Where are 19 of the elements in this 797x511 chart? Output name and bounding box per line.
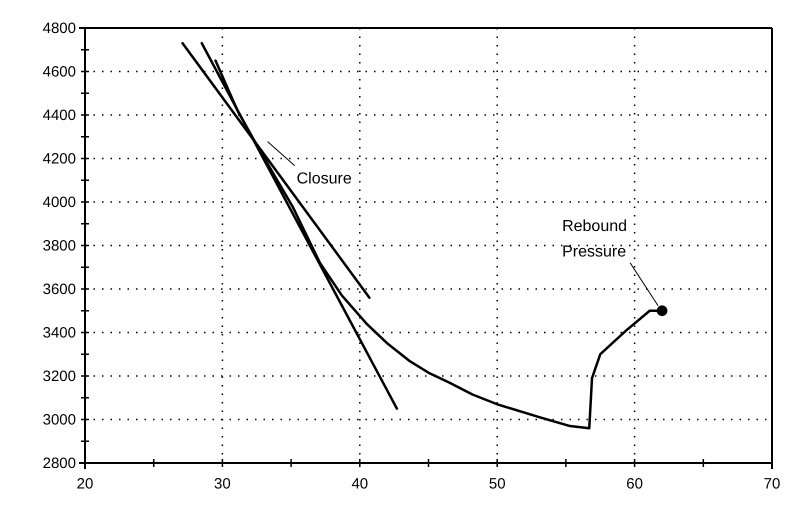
x-tick-label: 40 (351, 476, 368, 492)
y-tick-label: 2800 (42, 454, 76, 472)
y-tick-label: 4800 (42, 20, 76, 37)
y-tick-label: 3400 (42, 324, 76, 342)
y-tick-label: 4200 (42, 150, 76, 168)
y-tick-label: 3000 (42, 411, 76, 428)
y-tick-label: 4400 (42, 106, 76, 124)
y-tick-label: 3600 (42, 280, 76, 298)
y-tick-label: 3200 (42, 368, 76, 385)
y-tick-label: 4600 (42, 63, 76, 80)
annotation: Rebound Pressure (562, 218, 628, 260)
x-tick-label: 50 (488, 476, 506, 492)
y-tick-label: 3800 (42, 237, 76, 254)
x-tick-label: 60 (626, 476, 643, 492)
x-tick-label: 20 (76, 476, 94, 492)
x-tick-label: 70 (764, 476, 780, 492)
y-tick-label: 4000 (42, 194, 76, 211)
annotation: Closure (296, 170, 352, 188)
x-tick-label: 30 (214, 476, 231, 492)
